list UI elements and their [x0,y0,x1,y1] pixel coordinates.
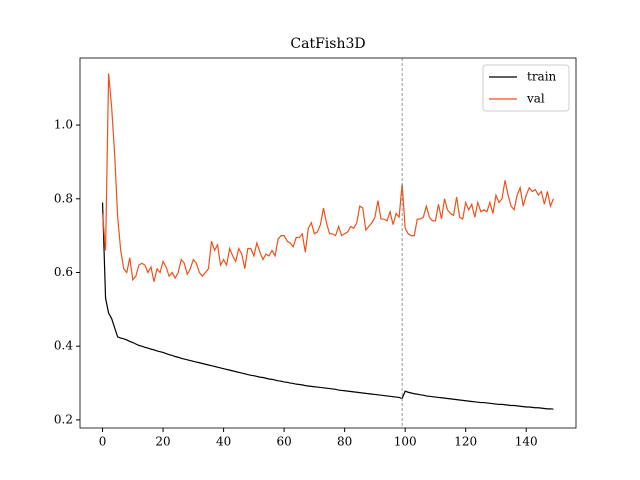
series-line [101,202,554,410]
y-tick-label: 0.6 [54,265,73,279]
legend-label: val [526,92,545,106]
y-tick-label: 0.2 [54,412,73,426]
legend-label: train [527,70,557,84]
y-tick-label: 1.0 [54,118,73,132]
y-tick-label: 0.8 [54,191,73,205]
x-tick-label: 120 [454,435,477,449]
axes-frame [79,57,577,429]
series-line [101,73,555,282]
x-tick-label: 0 [99,435,107,449]
y-tick-label: 0.4 [54,339,73,353]
x-tick-label: 140 [515,435,538,449]
x-tick-label: 20 [155,435,170,449]
chart-title: CatFish3D [290,36,365,52]
x-tick-label: 40 [216,435,231,449]
x-tick-label: 80 [337,435,352,449]
x-tick-label: 100 [394,435,417,449]
x-tick-label: 60 [276,435,291,449]
